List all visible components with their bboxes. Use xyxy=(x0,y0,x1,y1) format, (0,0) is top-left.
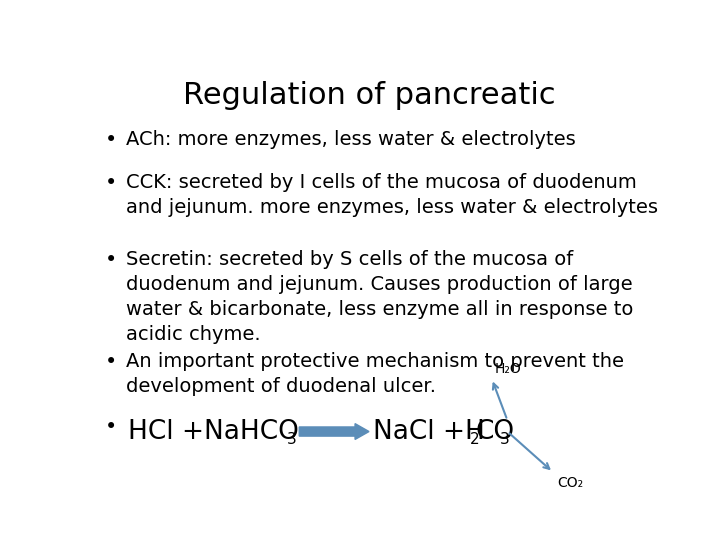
Text: Secretin: secreted by S cells of the mucosa of
duodenum and jejunum. Causes prod: Secretin: secreted by S cells of the muc… xyxy=(126,250,634,344)
Text: •: • xyxy=(105,352,117,372)
Text: •: • xyxy=(105,417,117,437)
Text: 2: 2 xyxy=(469,433,479,447)
Text: H₂O: H₂O xyxy=(495,362,521,376)
Text: HCl +NaHCO: HCl +NaHCO xyxy=(128,418,299,444)
Text: ACh: more enzymes, less water & electrolytes: ACh: more enzymes, less water & electrol… xyxy=(126,131,576,150)
Text: Regulation of pancreatic: Regulation of pancreatic xyxy=(183,80,555,110)
Text: •: • xyxy=(105,173,117,193)
Text: CCK: secreted by I cells of the mucosa of duodenum
and jejunum. more enzymes, le: CCK: secreted by I cells of the mucosa o… xyxy=(126,173,658,217)
Text: 3: 3 xyxy=(287,433,296,447)
Text: 3: 3 xyxy=(500,433,509,447)
Text: An important protective mechanism to prevent the
development of duodenal ulcer.: An important protective mechanism to pre… xyxy=(126,352,624,396)
Text: •: • xyxy=(105,250,117,270)
FancyArrow shape xyxy=(300,424,369,440)
Text: CO₂: CO₂ xyxy=(557,476,583,490)
Text: •: • xyxy=(105,131,117,151)
Text: NaCl +H: NaCl +H xyxy=(374,418,485,444)
Text: CO: CO xyxy=(476,418,515,444)
